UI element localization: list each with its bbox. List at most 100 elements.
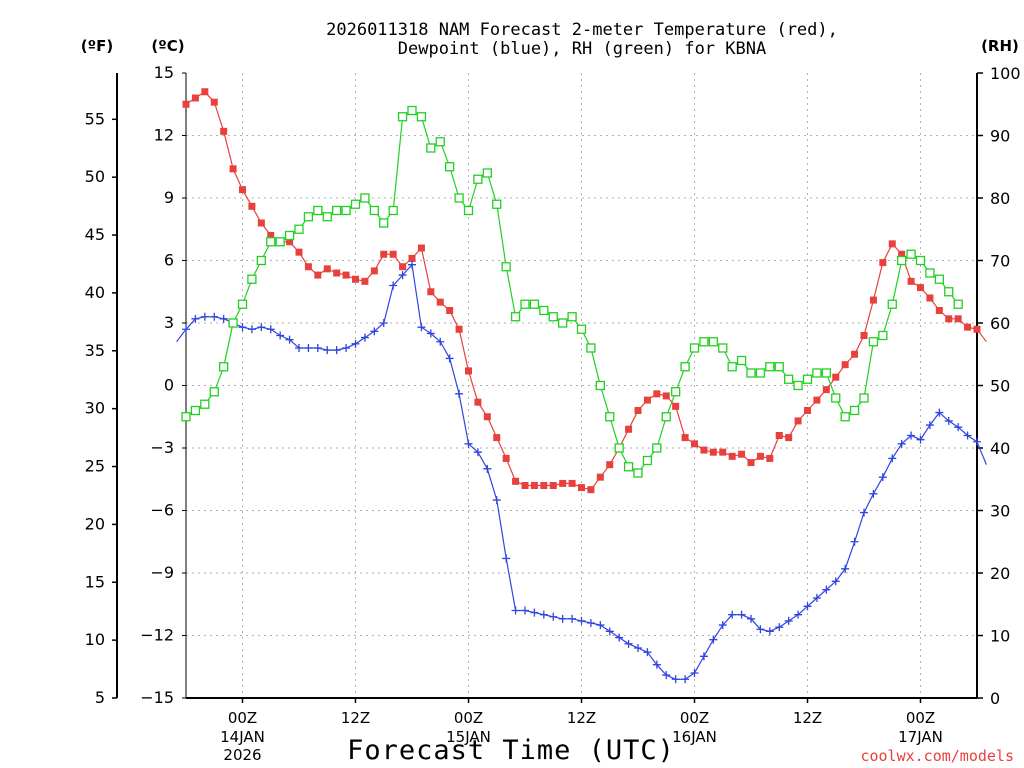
temperature-point (295, 248, 303, 256)
rh-point (906, 249, 916, 259)
dewpoint-point (389, 281, 398, 290)
source-credit: coolwx.com/models (860, 747, 1014, 765)
temperature-point (512, 477, 520, 485)
rh-tick-label: 80 (990, 189, 1010, 208)
dewpoint-point (671, 675, 680, 684)
dewpoint-point (257, 323, 266, 332)
rh-point (548, 312, 558, 322)
dewpoint-point (690, 669, 699, 677)
temperature-point (314, 271, 322, 279)
temperature-point (229, 165, 237, 173)
temperature-point (483, 413, 491, 421)
fahrenheit-tick-label: 30 (85, 399, 105, 418)
temperature-point (625, 425, 633, 433)
series-line (185, 91, 987, 491)
temperature-point (869, 296, 877, 304)
temperature-point (841, 361, 849, 369)
dewpoint-point (935, 408, 944, 417)
rh-point (520, 299, 530, 309)
rh-point (341, 205, 351, 216)
dewpoint-point (323, 346, 332, 355)
rh-point (529, 299, 540, 309)
rh-point (247, 274, 257, 284)
temperature-point (964, 323, 972, 331)
rh-point (887, 299, 897, 309)
rh-point (567, 312, 577, 322)
celsius-tick-label: 9 (164, 188, 174, 207)
rh-point (200, 399, 210, 409)
temperature-point (248, 202, 256, 210)
rh-point (708, 337, 718, 347)
dewpoint-point (878, 473, 887, 482)
rh-point (209, 387, 219, 397)
x-tick-date: 15JAN (446, 728, 491, 746)
rh-point (633, 468, 643, 478)
dewpoint-point (473, 448, 482, 457)
temperature-point (502, 454, 510, 462)
rh-tick-label: 90 (990, 127, 1010, 146)
rh-point (897, 255, 907, 266)
temperature-point (813, 396, 821, 404)
rh-point (586, 343, 596, 353)
temperature-point (333, 269, 341, 277)
rh-tick-label: 0 (990, 689, 1000, 708)
celsius-tick-label: −6 (150, 501, 174, 520)
dewpoint-point (963, 431, 972, 440)
dewpoint-point (304, 344, 313, 352)
dewpoint-point (530, 608, 539, 617)
dewpoint-point (615, 633, 624, 642)
rh-point (501, 262, 511, 272)
dewpoint-point (784, 616, 793, 625)
rh-point (642, 455, 653, 466)
dewpoint-point (596, 621, 605, 630)
rh-tick-label: 20 (990, 564, 1010, 583)
data-series (176, 88, 987, 684)
dewpoint-point (718, 621, 727, 630)
rh-point (558, 318, 568, 328)
dewpoint-point (812, 594, 821, 602)
dewpoint-point (492, 496, 501, 505)
temperature-point (323, 265, 331, 273)
rh-point (671, 387, 681, 397)
series-1 (176, 260, 987, 684)
rh-point (256, 255, 266, 266)
rh-point (868, 337, 879, 347)
rh-tick-label: 40 (990, 439, 1010, 458)
temperature-point (606, 461, 614, 469)
dewpoint-point (455, 389, 464, 398)
dewpoint-point (549, 612, 558, 621)
rh-point (699, 337, 709, 347)
celsius-tick-label: −3 (150, 438, 174, 457)
dewpoint-point (558, 614, 567, 623)
celsius-tick-label: 15 (154, 63, 174, 82)
temperature-point (361, 277, 369, 285)
temperature-point (653, 390, 661, 398)
temperature-point (917, 284, 924, 292)
dewpoint-point (426, 329, 435, 338)
temperature-point (210, 98, 218, 106)
temperature-point (578, 484, 585, 492)
dewpoint-point (737, 610, 746, 619)
dewpoint-point (925, 421, 934, 430)
temperature-point (898, 250, 906, 258)
rh-point (388, 205, 398, 216)
rh-point (369, 205, 379, 216)
celsius-tick-label: −12 (140, 626, 174, 645)
fahrenheit-tick-label: 35 (85, 341, 105, 360)
x-tick-label: 12Z (793, 709, 822, 727)
dewpoint-point (973, 437, 981, 446)
temperature-point (643, 396, 651, 404)
dewpoint-point (699, 652, 708, 661)
rh-point (689, 343, 700, 353)
fahrenheit-tick-label: 40 (85, 283, 105, 302)
temperature-point (973, 325, 981, 333)
rh-point (190, 405, 201, 416)
rh-point (878, 330, 888, 341)
temperature-point (559, 479, 567, 487)
dewpoint-point (841, 564, 850, 573)
dewpoint-point (634, 644, 642, 652)
temperature-point (493, 434, 501, 442)
rh-point (840, 412, 850, 422)
rh-point (275, 237, 285, 247)
rh-point (793, 380, 803, 391)
